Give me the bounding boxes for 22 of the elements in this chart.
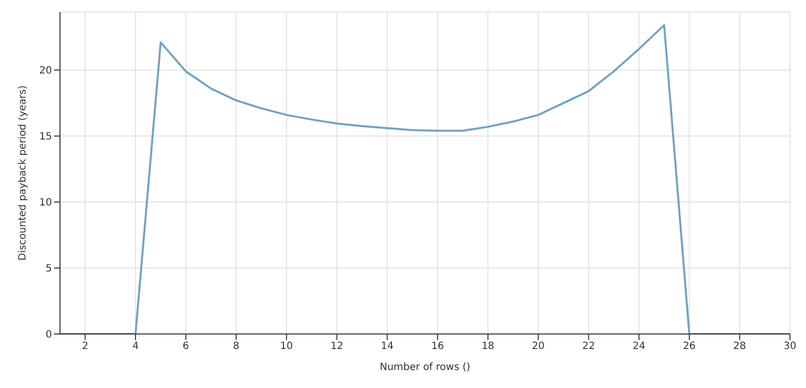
- x-tick-label: 20: [532, 341, 545, 352]
- x-tick-label: 14: [380, 341, 394, 352]
- x-tick-label: 22: [582, 341, 595, 352]
- x-tick-label: 10: [280, 341, 293, 352]
- x-tick-label: 6: [182, 341, 190, 352]
- y-tick-label: 5: [46, 264, 52, 275]
- x-tick-label: 28: [733, 341, 746, 352]
- x-tick-label: 12: [330, 341, 344, 352]
- x-tick-label: 18: [482, 341, 494, 352]
- x-tick-label: 30: [784, 341, 796, 352]
- x-tick-label: 26: [682, 341, 696, 352]
- x-tick-label: 24: [632, 341, 646, 352]
- y-tick-label: 15: [39, 132, 52, 143]
- y-tick-label: 10: [39, 198, 52, 209]
- x-axis-title: Number of rows (): [380, 362, 470, 373]
- x-tick-label: 4: [132, 341, 139, 352]
- y-tick-label: 0: [46, 330, 52, 341]
- x-tick-label: 8: [233, 341, 240, 352]
- x-tick-label: 16: [431, 341, 444, 352]
- y-tick-label: 20: [39, 66, 52, 77]
- x-tick-label: 2: [82, 341, 88, 352]
- y-axis-title: Discounted payback period (years): [18, 85, 29, 261]
